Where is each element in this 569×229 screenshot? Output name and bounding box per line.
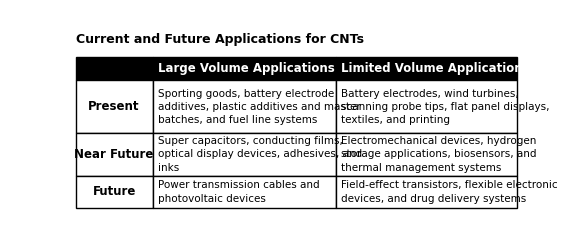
Bar: [152, 57, 336, 80]
Text: Sporting goods, battery electrode
additives, plastic additives and master
batche: Sporting goods, battery electrode additi…: [158, 89, 361, 125]
Bar: [336, 133, 517, 176]
Bar: [336, 57, 517, 80]
Bar: [336, 80, 517, 133]
Text: Field-effect transistors, flexible electronic
devices, and drug delivery systems: Field-effect transistors, flexible elect…: [341, 180, 558, 204]
Bar: [152, 80, 336, 133]
Text: Future: Future: [92, 185, 136, 198]
Text: Limited Volume Applications: Limited Volume Applications: [341, 63, 530, 75]
Text: Near Future: Near Future: [75, 148, 154, 161]
Bar: [76, 80, 152, 133]
Bar: [152, 176, 336, 208]
Bar: [76, 133, 152, 176]
Bar: [152, 133, 336, 176]
Bar: [76, 57, 152, 80]
Text: Present: Present: [88, 100, 140, 113]
Text: Current and Future Applications for CNTs: Current and Future Applications for CNTs: [76, 33, 364, 46]
Text: Electromechanical devices, hydrogen
storage applications, biosensors, and
therma: Electromechanical devices, hydrogen stor…: [341, 136, 537, 173]
Text: Battery electrodes, wind turbines,
scanning probe tips, flat panel displays,
tex: Battery electrodes, wind turbines, scann…: [341, 89, 550, 125]
Bar: [336, 176, 517, 208]
Bar: [76, 176, 152, 208]
Text: Super capacitors, conducting films,
optical display devices, adhesives, and
inks: Super capacitors, conducting films, opti…: [158, 136, 362, 173]
Text: Power transmission cables and
photovoltaic devices: Power transmission cables and photovolta…: [158, 180, 320, 204]
Text: Large Volume Applications: Large Volume Applications: [158, 63, 335, 75]
